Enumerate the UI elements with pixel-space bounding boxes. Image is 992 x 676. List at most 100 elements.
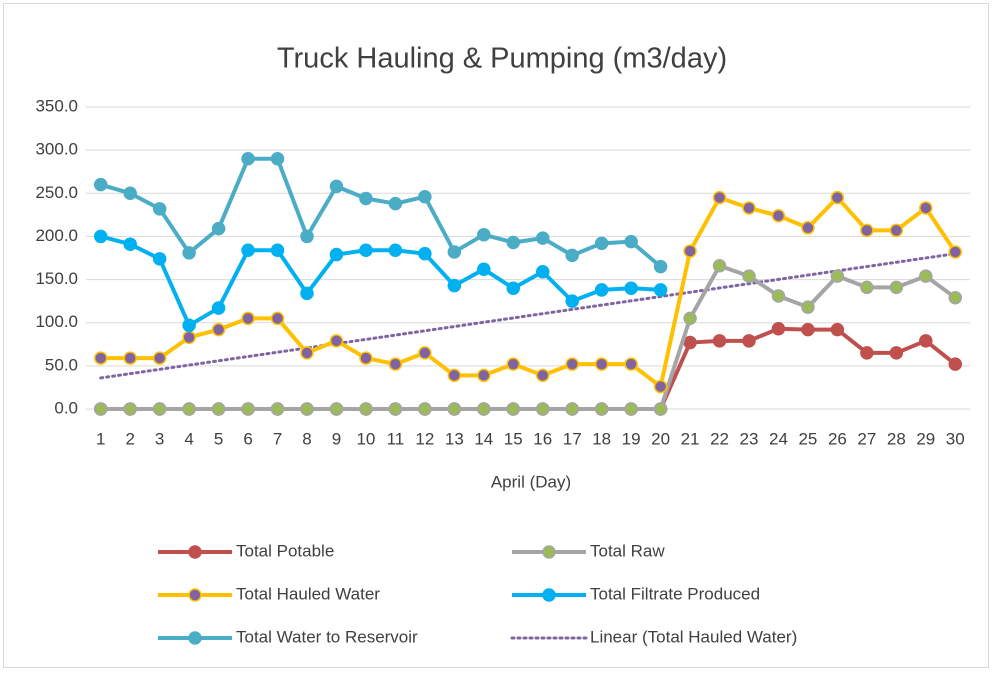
data-point	[211, 322, 226, 337]
data-point	[506, 402, 521, 416]
data-point	[329, 402, 344, 416]
data-point	[477, 227, 491, 242]
legend-label: Total Potable	[236, 541, 334, 560]
data-point	[683, 335, 697, 350]
data-point	[270, 243, 285, 257]
x-axis-label: April (Day)	[491, 472, 571, 491]
legend-label: Total Water to Reservoir	[236, 627, 418, 646]
data-point	[653, 259, 668, 274]
data-point	[712, 334, 727, 348]
data-point	[241, 402, 255, 416]
x-tick-label: 4	[184, 429, 193, 448]
chart-title: Truck Hauling & Pumping (m3/day)	[277, 43, 727, 75]
data-point	[565, 357, 579, 371]
x-tick-label: 26	[828, 429, 847, 448]
data-point	[594, 236, 609, 251]
x-tick-label: 16	[533, 429, 552, 448]
data-point	[241, 311, 255, 326]
data-point	[535, 368, 550, 383]
data-point	[241, 152, 255, 166]
data-point	[683, 244, 697, 258]
x-tick-label: 24	[769, 429, 788, 448]
data-point	[359, 243, 373, 257]
x-tick-label: 6	[243, 429, 252, 448]
data-point	[300, 346, 314, 360]
data-point	[329, 247, 344, 262]
x-tick-label: 29	[916, 429, 935, 448]
x-tick-label: 20	[651, 429, 670, 448]
data-point	[270, 152, 285, 166]
data-point	[388, 402, 403, 416]
data-point	[919, 269, 933, 283]
data-point	[860, 280, 874, 295]
x-tick-label: 9	[332, 429, 341, 448]
x-tick-label: 28	[887, 429, 906, 448]
legend-marker	[188, 631, 202, 645]
x-tick-label: 19	[622, 429, 641, 448]
x-tick-label: 25	[798, 429, 817, 448]
data-point	[477, 402, 491, 416]
data-point	[241, 243, 255, 257]
data-point	[418, 246, 432, 261]
data-point	[211, 221, 226, 236]
data-point	[624, 402, 638, 416]
legend-marker	[188, 545, 202, 559]
data-point	[565, 294, 579, 308]
data-point	[93, 177, 108, 192]
x-tick-label: 21	[681, 429, 700, 448]
data-point	[447, 402, 462, 416]
data-point	[653, 402, 668, 416]
data-point	[535, 265, 550, 279]
legend-marker	[188, 588, 202, 602]
data-point	[712, 190, 727, 205]
x-tick-label: 2	[125, 429, 134, 448]
data-point	[329, 334, 344, 348]
x-tick-label: 17	[563, 429, 582, 448]
data-point	[948, 245, 963, 259]
legend-label: Total Filtrate Produced	[590, 584, 760, 603]
x-tick-label: 27	[857, 429, 876, 448]
data-point	[801, 322, 815, 337]
data-point	[624, 281, 638, 295]
data-point	[624, 234, 638, 249]
data-point	[388, 243, 403, 257]
data-point	[152, 351, 167, 365]
y-tick-label: 100.0	[35, 312, 78, 331]
data-point	[300, 286, 314, 301]
data-point	[93, 229, 108, 244]
x-tick-label: 22	[710, 429, 729, 448]
data-point	[270, 311, 285, 326]
data-point	[919, 334, 933, 348]
data-point	[506, 235, 521, 250]
data-point	[477, 262, 491, 276]
data-point	[211, 301, 226, 315]
x-tick-label: 8	[302, 429, 311, 448]
y-tick-label: 50.0	[45, 355, 78, 374]
data-point	[182, 318, 196, 333]
data-point	[329, 179, 344, 194]
data-point	[506, 357, 521, 371]
data-point	[182, 330, 196, 345]
data-point	[771, 208, 786, 223]
data-point	[418, 189, 432, 204]
legend-marker	[542, 545, 556, 559]
data-point	[123, 186, 137, 201]
data-point	[388, 357, 403, 371]
legend-label: Total Hauled Water	[236, 584, 380, 603]
data-point	[801, 221, 815, 235]
data-point	[152, 402, 167, 416]
legend-label: Linear (Total Hauled Water)	[590, 627, 797, 646]
legend-marker	[542, 588, 556, 602]
data-point	[152, 202, 167, 216]
data-point	[182, 402, 196, 416]
data-point	[830, 190, 845, 205]
x-tick-label: 14	[474, 429, 493, 448]
data-point	[889, 280, 904, 295]
data-point	[152, 252, 167, 266]
data-point	[535, 402, 550, 416]
data-point	[300, 229, 314, 244]
legend-label: Total Raw	[590, 541, 665, 560]
data-point	[771, 289, 786, 303]
data-point	[447, 278, 462, 293]
data-point	[211, 402, 226, 416]
